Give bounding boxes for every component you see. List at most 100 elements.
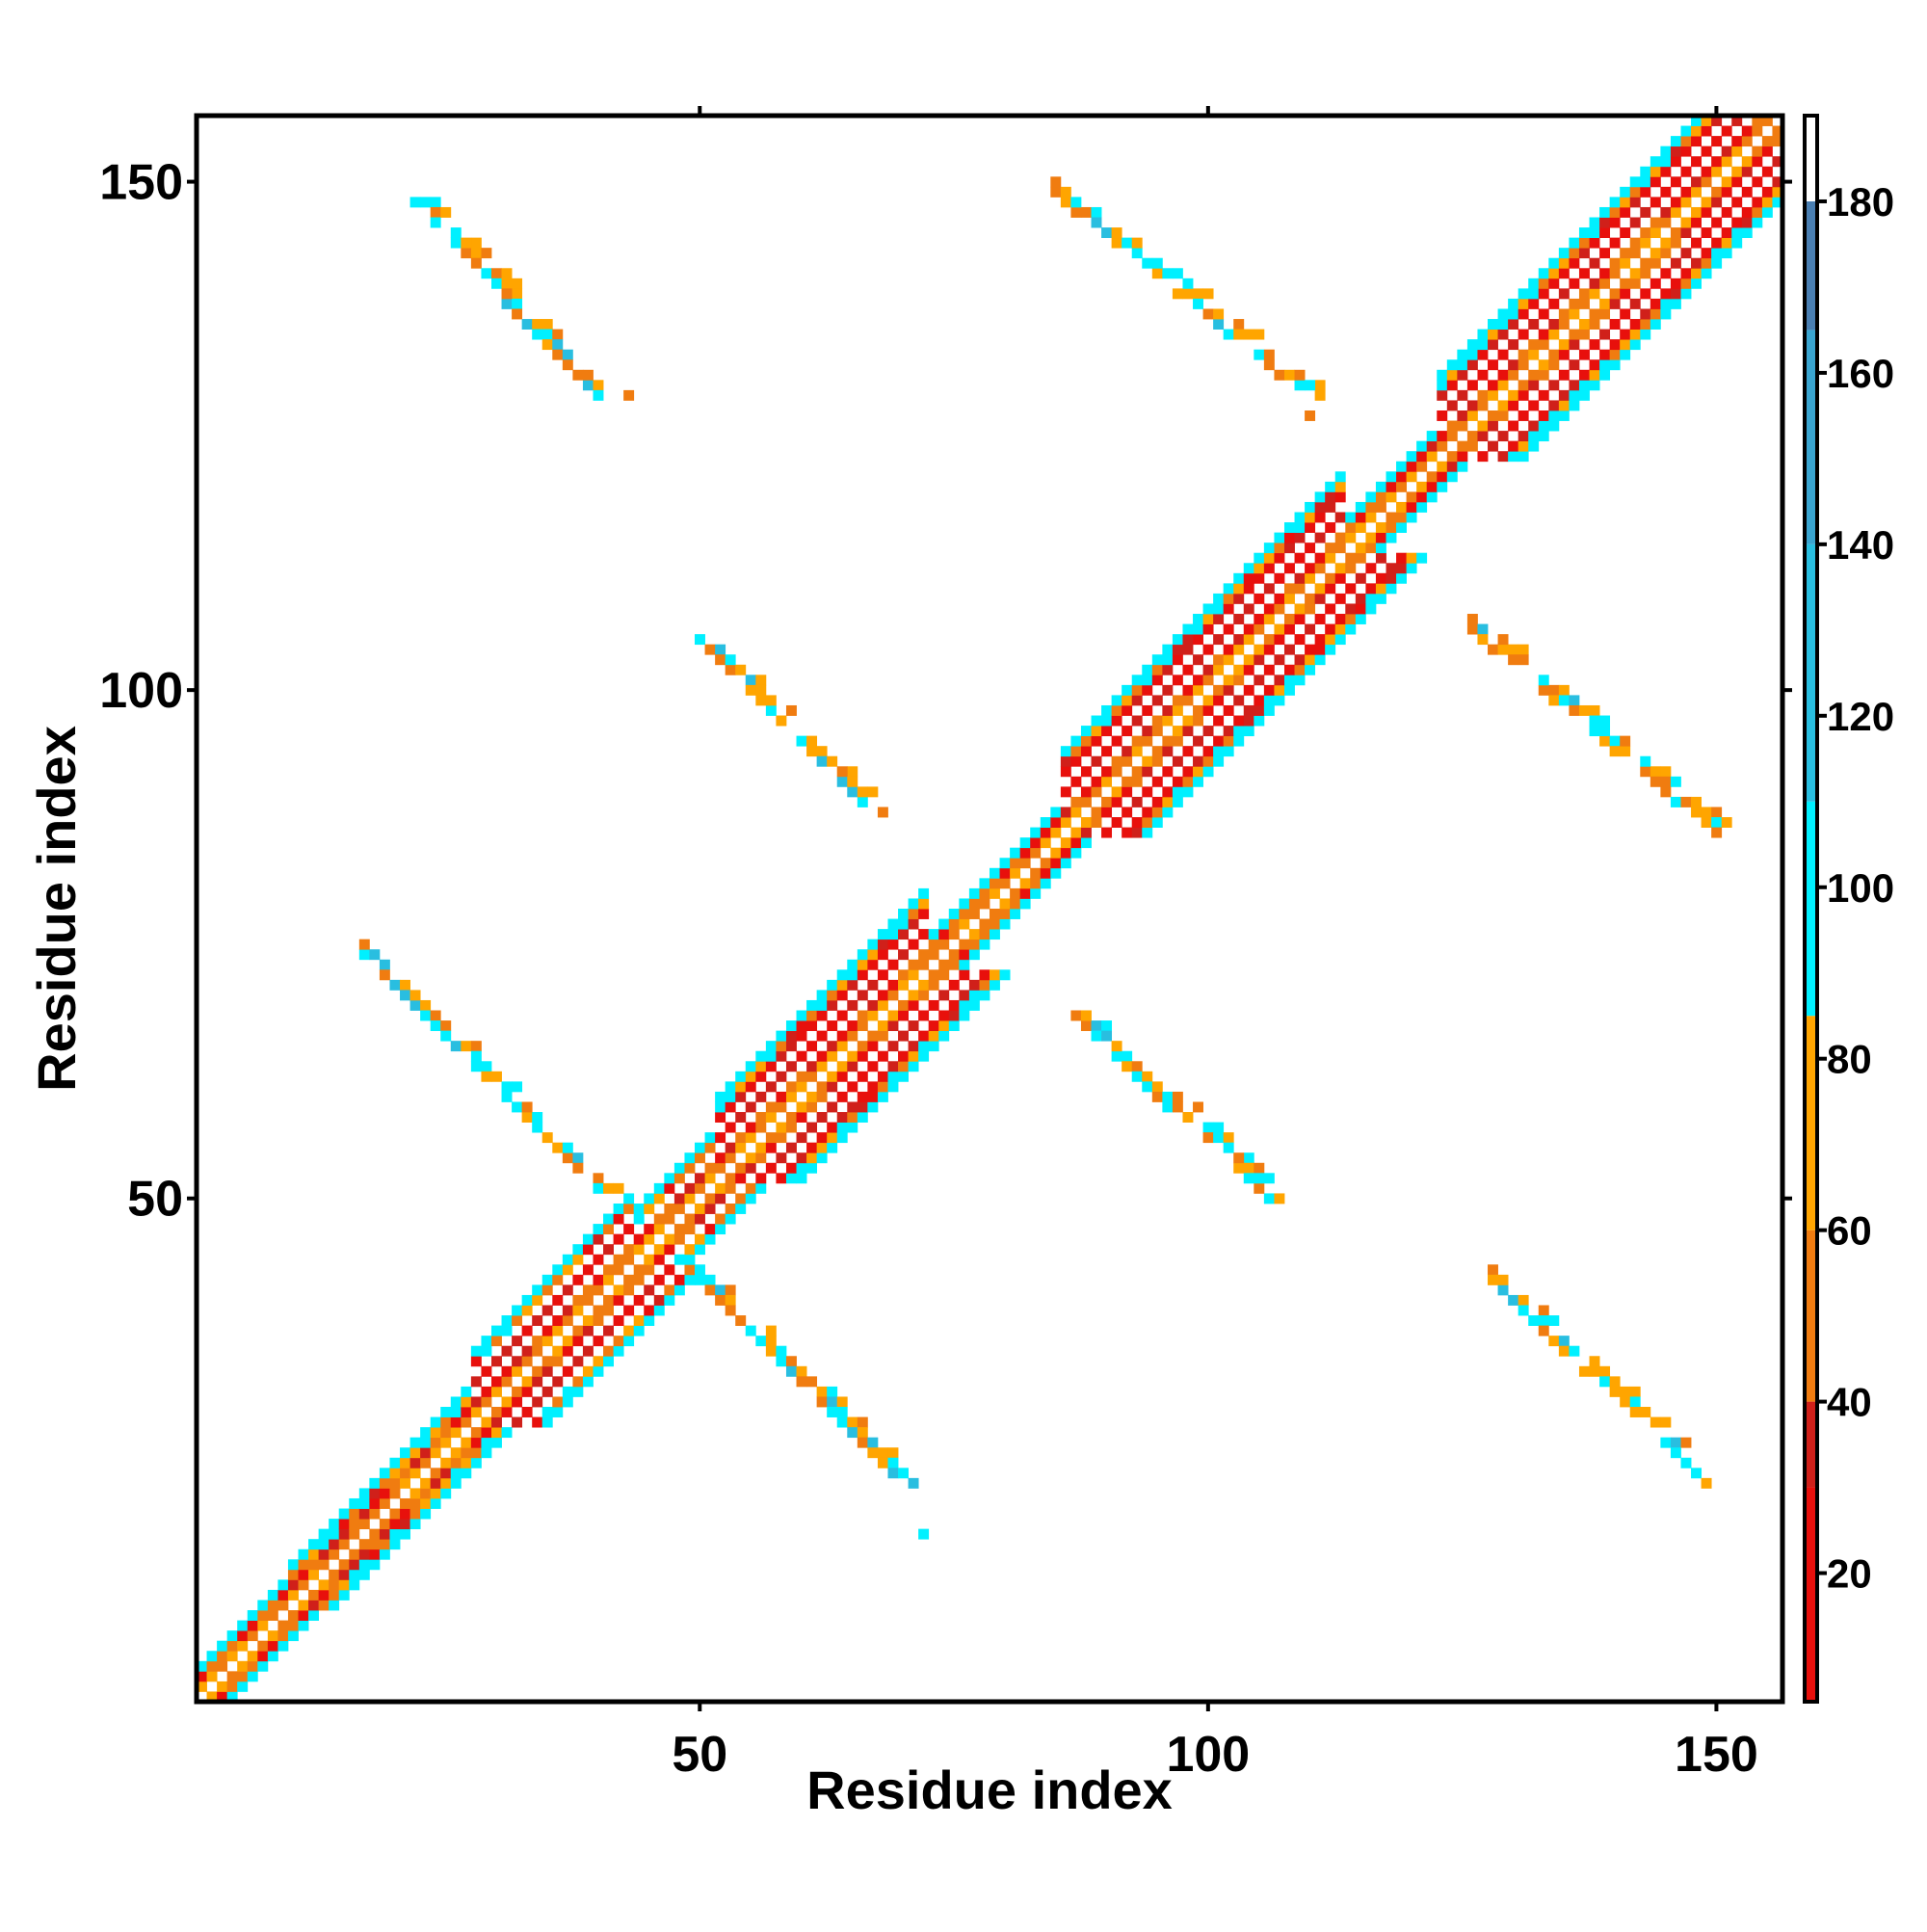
heatmap-cell (979, 969, 990, 981)
heatmap-cell (358, 1569, 370, 1580)
heatmap-cell (918, 949, 930, 961)
heatmap-cell (1305, 572, 1316, 584)
heatmap-cell (816, 1050, 828, 1062)
heatmap-cell (1477, 431, 1489, 442)
heatmap-cell (358, 939, 370, 950)
heatmap-cell (755, 695, 767, 706)
heatmap-cell (928, 949, 939, 961)
heatmap-cell (1345, 532, 1357, 543)
heatmap-cell (1283, 532, 1295, 543)
heatmap-cell (1457, 451, 1468, 463)
heatmap-cell (725, 1101, 736, 1113)
heatmap-cell (1314, 634, 1326, 646)
heatmap-cell (572, 1356, 584, 1367)
heatmap-cell (1111, 817, 1122, 828)
heatmap-cell (450, 1427, 462, 1439)
heatmap-cell (1569, 298, 1580, 309)
heatmap-cell (1680, 217, 1692, 228)
heatmap-cell (1233, 735, 1245, 747)
colorbar-band (1805, 1487, 1817, 1702)
heatmap-cell (603, 1294, 614, 1306)
heatmap-cell (369, 1528, 381, 1540)
heatmap-cell (908, 999, 919, 1011)
heatmap-cell (857, 796, 868, 807)
heatmap-cell (1111, 227, 1122, 239)
heatmap-cell (887, 1468, 899, 1479)
heatmap-cell (1060, 755, 1071, 767)
heatmap-cell (1538, 278, 1549, 289)
heatmap-cell (1680, 1437, 1692, 1448)
heatmap-cell (827, 755, 838, 767)
heatmap-cell (1243, 1173, 1254, 1184)
heatmap-cell (1670, 257, 1681, 269)
heatmap-cell (512, 298, 523, 309)
heatmap-cell (765, 1041, 777, 1052)
heatmap-cell (593, 1356, 604, 1367)
heatmap-cell (1670, 206, 1681, 218)
heatmap-cell (287, 1559, 299, 1571)
heatmap-cell (836, 1407, 848, 1417)
heatmap-cell (847, 1020, 858, 1032)
heatmap-cell (1325, 634, 1336, 646)
heatmap-cell (1772, 125, 1783, 137)
heatmap-cell (704, 1274, 716, 1285)
heatmap-cell (1254, 1173, 1265, 1184)
heatmap-cell (918, 959, 930, 970)
heatmap-cell (1131, 817, 1143, 828)
heatmap-cell (1314, 583, 1326, 595)
heatmap-cell (1711, 807, 1723, 818)
heatmap-cell (1365, 512, 1377, 523)
heatmap-cell (1701, 197, 1712, 208)
heatmap-cell (1629, 248, 1641, 259)
heatmap-cell (1488, 1274, 1498, 1285)
heatmap-cell (1386, 572, 1397, 584)
heatmap-cell (1660, 156, 1672, 168)
heatmap-cell (979, 918, 990, 930)
heatmap-cell (735, 1142, 747, 1153)
heatmap-cell (1477, 400, 1489, 411)
heatmap-cell (928, 969, 939, 981)
heatmap-cell (1691, 278, 1702, 289)
heatmap-cell (552, 329, 564, 340)
heatmap-cell (1243, 329, 1254, 340)
heatmap-cell (918, 1041, 930, 1052)
heatmap-cell (1193, 715, 1203, 727)
heatmap-cell (1538, 268, 1549, 279)
heatmap-cell (1254, 349, 1265, 360)
heatmap-cell (512, 1101, 523, 1113)
heatmap-cell (785, 1061, 797, 1072)
heatmap-cell (400, 1519, 410, 1530)
heatmap-cell (1477, 349, 1489, 360)
heatmap-cell (1589, 227, 1600, 239)
heatmap-cell (217, 1660, 228, 1672)
heatmap-cell (1151, 755, 1163, 767)
heatmap-cell (613, 1213, 624, 1225)
heatmap-cell (1620, 349, 1631, 360)
heatmap-cell (1589, 237, 1600, 249)
heatmap-cell (237, 1630, 249, 1642)
heatmap-cell (1426, 481, 1438, 492)
heatmap-cell (836, 1030, 848, 1042)
heatmap-cell (430, 1020, 441, 1032)
heatmap-cell (582, 1315, 594, 1326)
heatmap-cell (877, 1091, 888, 1102)
heatmap-cell (1305, 644, 1316, 655)
heatmap-cell (1254, 593, 1265, 604)
heatmap-cell (1334, 563, 1346, 574)
heatmap-cell (979, 939, 990, 950)
heatmap-cell (298, 1569, 309, 1580)
heatmap-cell (806, 746, 818, 757)
heatmap-cell (1294, 552, 1306, 564)
heatmap-cell (481, 1071, 492, 1082)
heatmap-cell (1223, 735, 1234, 747)
heatmap-cell (908, 909, 919, 919)
heatmap-cell (1142, 726, 1153, 737)
heatmap-cell (1569, 278, 1580, 289)
heatmap-cell (1711, 116, 1723, 126)
heatmap-cell (1151, 726, 1163, 737)
heatmap-cell (653, 1224, 665, 1235)
heatmap-cell (430, 1488, 441, 1499)
heatmap-cell (1650, 319, 1661, 330)
heatmap-cell (887, 990, 899, 1001)
